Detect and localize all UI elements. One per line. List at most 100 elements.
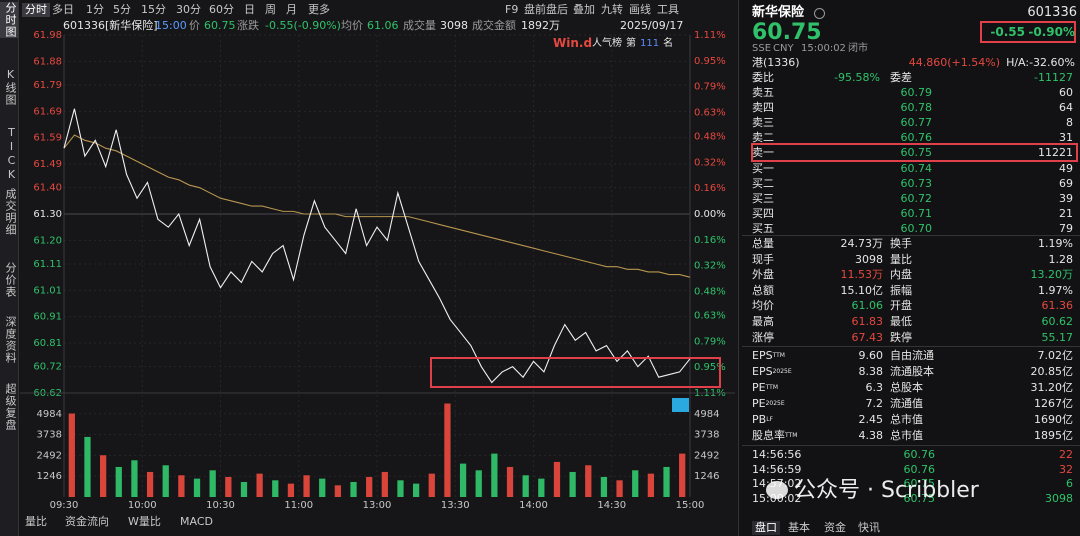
sidebar-tab[interactable]: 深度资料: [4, 316, 17, 364]
bottom-tab[interactable]: MACD: [180, 515, 213, 528]
fund-label: 自由流通: [890, 349, 934, 362]
toolbar-button[interactable]: F9: [505, 3, 519, 16]
panel-tab[interactable]: 资金: [824, 521, 846, 534]
stat-value: 11.53万: [840, 268, 884, 282]
sidebar-tab[interactable]: 超级复盘: [4, 383, 17, 431]
volume-bar: [366, 476, 373, 497]
last-price: 60.75: [752, 20, 822, 45]
volume-bar: [272, 480, 279, 497]
x-tick-label: 09:30: [50, 500, 79, 511]
toolbar-button[interactable]: 15分: [141, 3, 166, 16]
panel-tab[interactable]: 基本: [788, 521, 810, 534]
stat-label: 现手: [752, 252, 774, 266]
chart: 61.98 61.88 61.79 61.69 61.59 61.49 61.40 61.30…: [20, 30, 735, 511]
toolbar-button[interactable]: 60分: [209, 3, 234, 16]
volume-bar: [538, 478, 545, 497]
label: 委比: [752, 71, 774, 84]
stat-label: 总额: [752, 283, 774, 297]
trade-price: 60.76: [903, 448, 936, 461]
toolbar-button[interactable]: 叠加: [573, 3, 595, 16]
y2-tick-label: 0.16%: [694, 235, 726, 246]
volume-bar: [209, 470, 216, 497]
hk-label: 港(1336): [752, 56, 800, 69]
bottom-tab[interactable]: 量比: [25, 515, 47, 528]
y-tick-label: 61.11: [33, 259, 62, 270]
highlight-box: [751, 143, 1078, 162]
y2-tick-label: 1.11%: [694, 30, 726, 41]
volume-bar: [68, 413, 75, 497]
y2-tick-label: 0.48%: [694, 132, 726, 143]
hk-premium: H/A:-32.60%: [1006, 56, 1075, 69]
order-price: 60.73: [900, 176, 933, 190]
fund-value: 2.45: [858, 413, 884, 426]
x-tick-label: 14:30: [597, 500, 626, 511]
toolbar-button[interactable]: 分时: [22, 3, 50, 17]
y-tick-label: 61.98: [33, 30, 62, 41]
order-volume: 11221: [1038, 146, 1073, 160]
stat-value: 24.73万: [840, 237, 884, 250]
x-tick-label: 10:00: [128, 500, 157, 511]
bottom-tab[interactable]: W量比: [128, 515, 161, 528]
volume-tick-label: 1246: [694, 471, 719, 482]
x-tick-label: 15:00: [676, 500, 705, 511]
fund-value: 20.85亿: [1030, 365, 1074, 378]
sidebar-tab[interactable]: 分时图: [0, 2, 18, 38]
stat-value: 1.19%: [1038, 237, 1073, 250]
order-level: 买五: [752, 221, 774, 235]
trade-volume: 3098: [1045, 491, 1073, 505]
fund-value: 1267亿: [1034, 397, 1073, 410]
info-item: 均价: [341, 19, 363, 32]
stat-label: 外盘: [752, 268, 774, 282]
info-item: 60.75: [204, 19, 236, 32]
toolbar-button[interactable]: 日: [244, 3, 255, 16]
panel-tab[interactable]: 快讯: [858, 521, 880, 534]
toolbar-button[interactable]: 更多: [308, 3, 330, 16]
separator: [742, 346, 1080, 347]
y-tick-label: 61.30: [33, 209, 62, 220]
toolbar-button[interactable]: 1分: [86, 3, 104, 16]
toolbar-button[interactable]: 周: [265, 3, 276, 16]
fund-value: 7.2: [865, 397, 884, 410]
y2-tick-label: 0.32%: [694, 261, 726, 272]
y2-tick-label: 0.63%: [694, 311, 726, 322]
toolbar-button[interactable]: 5分: [113, 3, 131, 16]
y2-tick-label: 0.00%: [694, 209, 726, 220]
stat-value: 1.97%: [1038, 283, 1073, 297]
toolbar-button[interactable]: 多日: [52, 3, 74, 16]
fund-label: PETTM: [752, 381, 778, 394]
toolbar-button[interactable]: 画线: [629, 3, 651, 16]
status-item: SSE: [752, 43, 772, 54]
toolbar-button[interactable]: 30分: [176, 3, 201, 16]
y-tick-label: 61.59: [33, 133, 62, 144]
fund-label: EPS2025E: [752, 365, 792, 378]
bottom-tab[interactable]: 资金流向: [65, 515, 109, 528]
volume-bar: [350, 481, 357, 497]
sidebar-tab[interactable]: K线图: [4, 68, 17, 106]
fund-label: 总股本: [890, 381, 923, 394]
stat-label: 最高: [752, 315, 774, 328]
volume-bar: [616, 480, 623, 497]
stat-label: 涨停: [752, 330, 774, 344]
order-price: 60.72: [900, 191, 933, 205]
fund-value: 31.20亿: [1030, 381, 1074, 394]
toolbar-button[interactable]: 盘前盘后: [524, 3, 568, 16]
y2-tick-label: 0.32%: [694, 157, 726, 168]
y-tick-label: 61.01: [33, 285, 62, 296]
sidebar-tab[interactable]: 分价表: [4, 262, 17, 298]
info-item: 涨跌: [237, 19, 259, 32]
toolbar-button[interactable]: 月: [286, 3, 297, 16]
order-price: 60.70: [900, 221, 933, 235]
toolbar-button[interactable]: 九转: [601, 3, 623, 16]
fund-label-sup: LF: [766, 416, 773, 423]
stat-value: 67.43: [851, 330, 884, 344]
y2-tick-label: 0.63%: [694, 107, 726, 118]
panel-tab[interactable]: 盘口: [752, 521, 780, 535]
sidebar-tab[interactable]: 成交明细: [4, 188, 17, 236]
sidebar-tab[interactable]: TICK: [5, 126, 18, 182]
order-price: 60.79: [900, 86, 933, 99]
volume-tick-label: 4984: [37, 409, 62, 420]
order-price: 60.74: [900, 161, 933, 175]
toolbar-button[interactable]: 工具: [657, 3, 679, 16]
y-tick-label: 60.91: [33, 312, 62, 323]
